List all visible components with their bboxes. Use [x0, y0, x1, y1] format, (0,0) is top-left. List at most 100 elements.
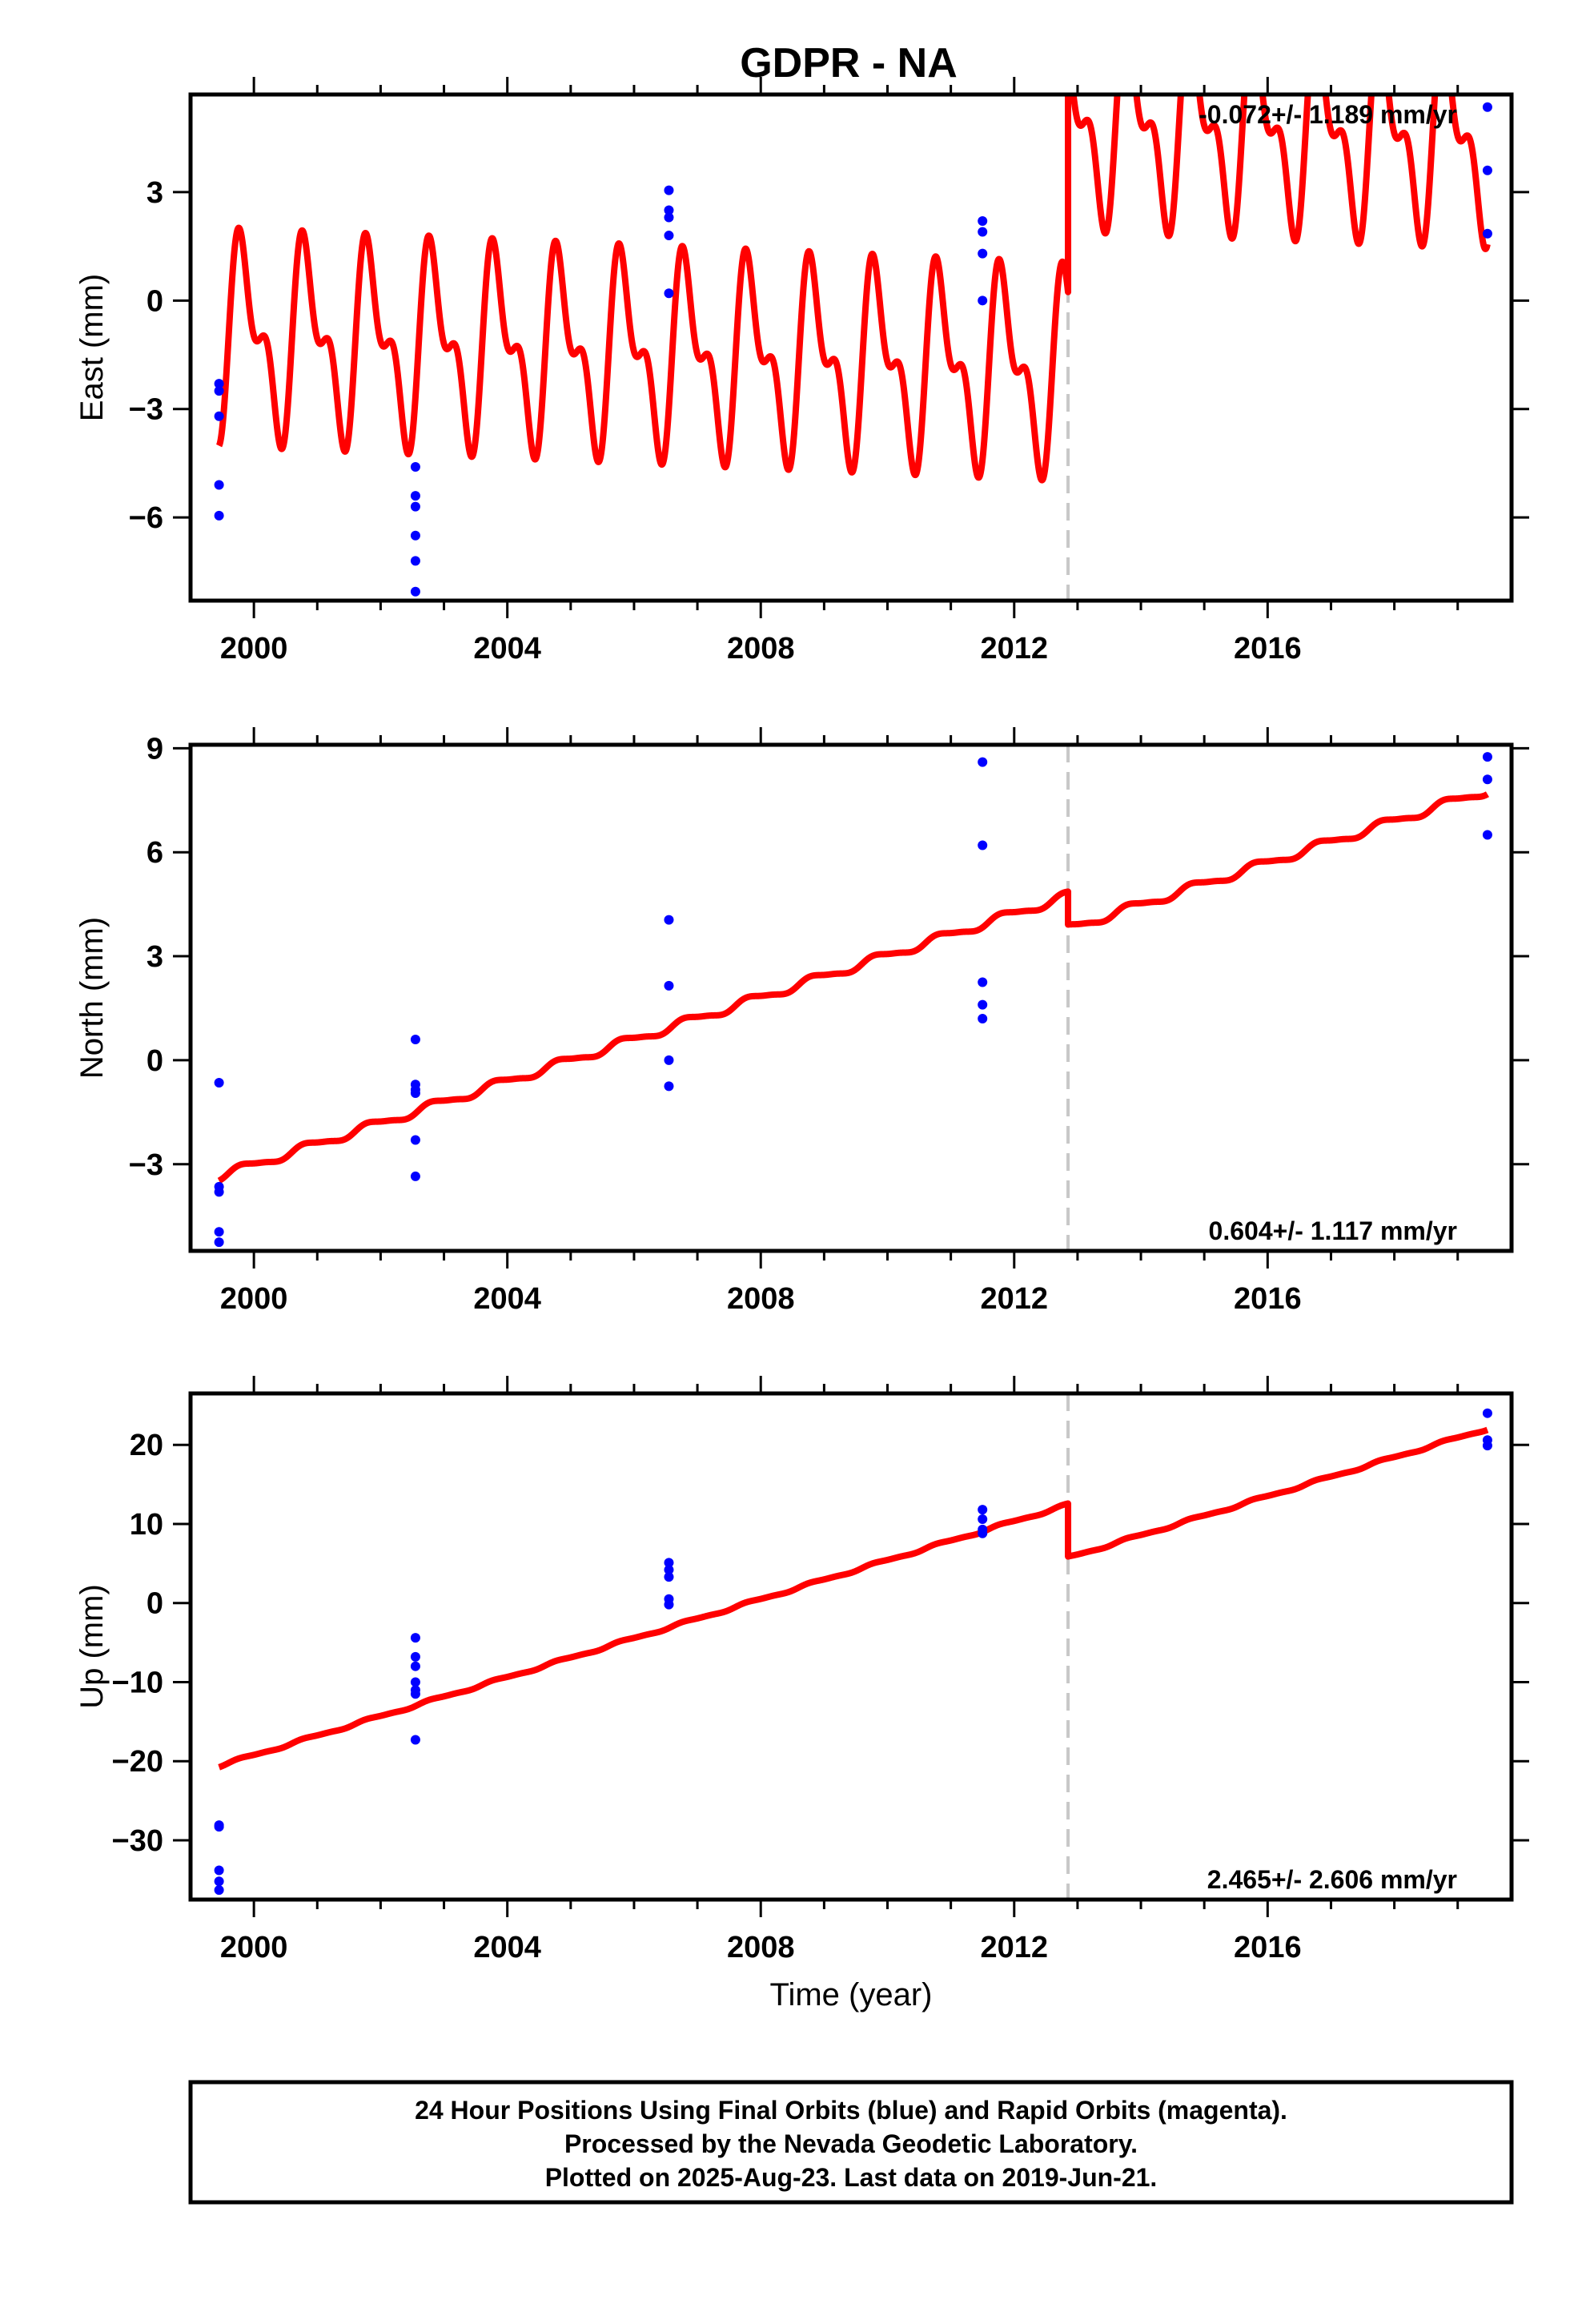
- y-tick-label: 9: [147, 732, 163, 766]
- data-point: [664, 980, 674, 991]
- x-tick-label: 2012: [981, 632, 1049, 665]
- data-point: [214, 1865, 224, 1876]
- data-point: [664, 212, 674, 223]
- data-point: [978, 757, 988, 767]
- data-point: [410, 1651, 420, 1662]
- data-point: [410, 530, 420, 541]
- x-tick-label: 2000: [220, 1931, 288, 1964]
- data-point: [978, 216, 988, 226]
- data-point: [664, 288, 674, 299]
- data-point: [410, 586, 420, 597]
- data-point: [1482, 165, 1492, 175]
- data-point: [1482, 752, 1492, 762]
- y-axis-label: North (mm): [74, 917, 110, 1079]
- footer-line-1: 24 Hour Positions Using Final Orbits (bl…: [415, 2096, 1287, 2125]
- data-point: [1482, 102, 1492, 112]
- data-point: [410, 1689, 420, 1699]
- data-point: [978, 1505, 988, 1515]
- x-tick-label: 2008: [727, 1282, 795, 1316]
- y-tick-label: −3: [129, 393, 163, 427]
- data-point: [410, 501, 420, 512]
- data-point: [214, 1078, 224, 1088]
- y-tick-label: 3: [147, 940, 163, 974]
- data-point: [978, 840, 988, 850]
- y-tick-label: 3: [147, 176, 163, 210]
- data-point: [664, 1599, 674, 1610]
- data-point: [664, 915, 674, 925]
- y-axis-label: Up (mm): [74, 1584, 110, 1709]
- data-point: [214, 1885, 224, 1896]
- y-tick-label: 10: [130, 1508, 163, 1542]
- data-point: [410, 1677, 420, 1687]
- y-tick-label: −6: [129, 501, 163, 535]
- data-point: [214, 480, 224, 490]
- data-point: [1482, 1408, 1492, 1418]
- data-point: [1482, 774, 1492, 785]
- data-point: [664, 1558, 674, 1568]
- data-point: [978, 1013, 988, 1023]
- data-point: [410, 1735, 420, 1745]
- north-panel: 2000 2004 2008 2012 2016 9 6 3 0 −3 North (mm) 0.60…: [74, 727, 1529, 1316]
- data-point: [214, 379, 224, 389]
- data-point: [410, 1171, 420, 1181]
- y-tick-label: −30: [112, 1824, 163, 1858]
- data-point: [214, 386, 224, 396]
- data-point: [664, 231, 674, 241]
- data-point: [214, 1187, 224, 1197]
- plot-frame: [188, 1391, 1514, 1902]
- x-tick-label: 2012: [981, 1282, 1049, 1316]
- data-point: [978, 977, 988, 987]
- plot-frame: [188, 92, 1514, 603]
- up-panel: 2000 2004 2008 2012 2016 20 10 0 −10 −20 −30 Up (mm…: [74, 1376, 1529, 2012]
- model-line: [215, 1426, 1491, 1771]
- data-point: [978, 248, 988, 259]
- data-point: [214, 1876, 224, 1887]
- footer-line-2: Processed by the Nevada Geodetic Laborat…: [564, 2129, 1138, 2158]
- y-tick-label: −10: [112, 1666, 163, 1699]
- data-point: [214, 1227, 224, 1237]
- y-tick-label: −20: [112, 1745, 163, 1779]
- data-point: [410, 491, 420, 501]
- footer-line-3: Plotted on 2025-Aug-23. Last data on 201…: [545, 2163, 1158, 2192]
- rate-annotation: 0.604+/- 1.117 mm/yr: [1209, 1216, 1457, 1245]
- data-point: [664, 1572, 674, 1582]
- data-point: [664, 185, 674, 195]
- x-tick-label: 2012: [981, 1931, 1049, 1964]
- y-axis-label: East (mm): [74, 274, 110, 421]
- data-point: [214, 510, 224, 521]
- data-point: [410, 1135, 420, 1145]
- x-tick-label: 2004: [473, 1931, 541, 1964]
- y-tick-label: 0: [147, 284, 163, 318]
- model-line: [215, 94, 1491, 484]
- data-point: [978, 1528, 988, 1538]
- y-tick-label: 0: [147, 1587, 163, 1621]
- x-tick-label: 2016: [1234, 632, 1302, 665]
- data-point: [664, 1565, 674, 1575]
- east-panel: 2000 2004 2008 2012 2016 3 0 −3 −6 East (mm) -0.07…: [74, 77, 1529, 665]
- plot-frame: [188, 742, 1514, 1253]
- data-point: [978, 296, 988, 306]
- x-tick-label: 2016: [1234, 1931, 1302, 1964]
- data-point: [410, 1661, 420, 1671]
- data-point: [978, 227, 988, 237]
- figure-title: GDPR - NA: [740, 40, 958, 86]
- x-axis-label: Time (year): [770, 1977, 933, 2012]
- data-point: [664, 1081, 674, 1092]
- data-point: [214, 1237, 224, 1248]
- y-tick-label: −3: [129, 1148, 163, 1182]
- footer-box: 24 Hour Positions Using Final Orbits (bl…: [188, 2080, 1514, 2205]
- x-tick-label: 2008: [727, 632, 795, 665]
- x-tick-label: 2004: [473, 1282, 541, 1316]
- x-tick-label: 2000: [220, 1282, 288, 1316]
- data-point: [978, 999, 988, 1010]
- data-point: [664, 205, 674, 215]
- data-point: [1482, 1441, 1492, 1451]
- model-line: [215, 790, 1491, 1184]
- data-point: [1482, 830, 1492, 840]
- data-point: [410, 461, 420, 472]
- data-point: [214, 1822, 224, 1832]
- rate-annotation: -0.072+/- 1.189 mm/yr: [1199, 100, 1457, 129]
- data-point: [410, 1633, 420, 1643]
- x-tick-label: 2008: [727, 1931, 795, 1964]
